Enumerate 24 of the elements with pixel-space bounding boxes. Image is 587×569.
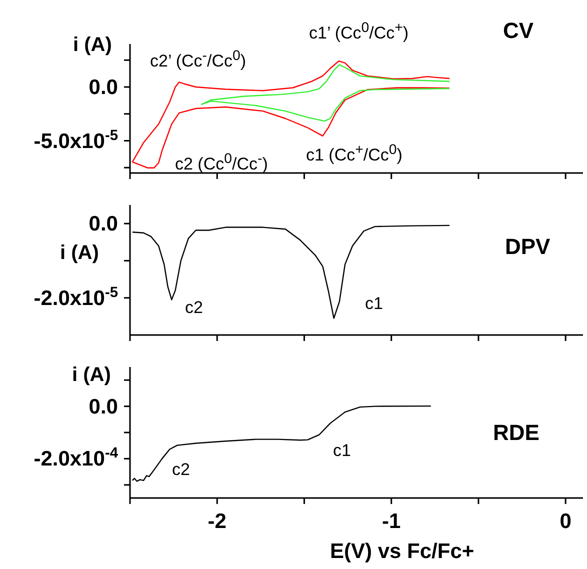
text: DPV (505, 234, 550, 260)
y-tick-label: 0.0 (88, 212, 118, 236)
annotation: c1 (365, 294, 383, 314)
y-tick-label: -2.0x10$^{-4}$ (34, 446, 119, 471)
text: c1’ (Cc$^{0}$/Cc$^{+}$) (309, 20, 409, 44)
annotation: c2 (172, 460, 190, 480)
y-axis-title: i (A) (60, 242, 99, 265)
annotation: c1 (333, 441, 351, 461)
y-axis-title: i (A) (72, 364, 111, 387)
y-tick-label: -2.0x10$^{-5}$ (34, 284, 118, 310)
annotation: c2 (185, 298, 203, 318)
annotation: c2 (Cc$^{0}$/Cc$^{-}$) (175, 151, 268, 175)
x-tick-label: 0 (560, 510, 572, 533)
annotation: c2’ (Cc$^{-}$/Cc$^{0}$) (150, 48, 246, 72)
annotation: c1 (Cc$^{+}$/Cc$^{0}$) (306, 142, 402, 166)
y-tick-label: 0.0 (88, 395, 118, 418)
x-axis-title: E(V) vs Fc/Fc+ (330, 540, 474, 564)
y-tick-label: -5.0x10$^{-5}$ (34, 128, 118, 153)
x-tick-label: -1 (382, 510, 401, 533)
y-axis-title: i (A) (73, 34, 112, 57)
text: RDE (493, 420, 540, 446)
y-tick-label: 0.0 (88, 76, 118, 99)
x-tick-label: -2 (208, 510, 226, 533)
chart-title: CV (503, 18, 534, 44)
